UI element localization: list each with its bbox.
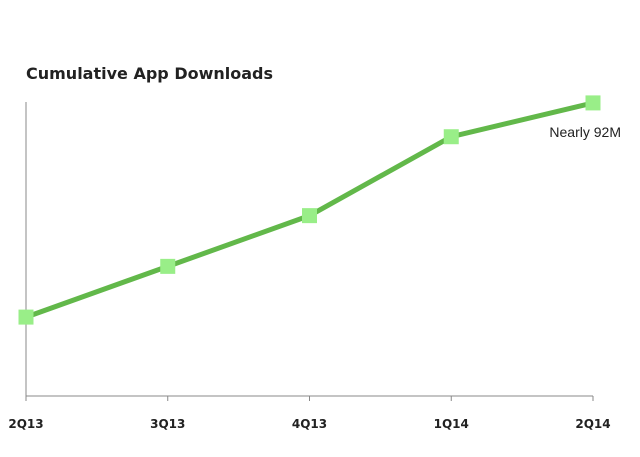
x-tick-label: 2Q13 <box>8 417 43 431</box>
x-tick-label: 1Q14 <box>434 417 469 431</box>
chart-title: Cumulative App Downloads <box>26 64 274 83</box>
x-tick-label: 3Q13 <box>150 417 185 431</box>
data-point <box>585 95 601 111</box>
data-point <box>302 208 317 224</box>
data-point <box>18 309 34 325</box>
data-point <box>160 258 176 274</box>
x-tick-label: 4Q13 <box>292 417 327 431</box>
x-tick-label: 2Q14 <box>575 417 610 431</box>
data-point <box>443 129 459 145</box>
annotation-label: Nearly 92M <box>549 124 621 140</box>
